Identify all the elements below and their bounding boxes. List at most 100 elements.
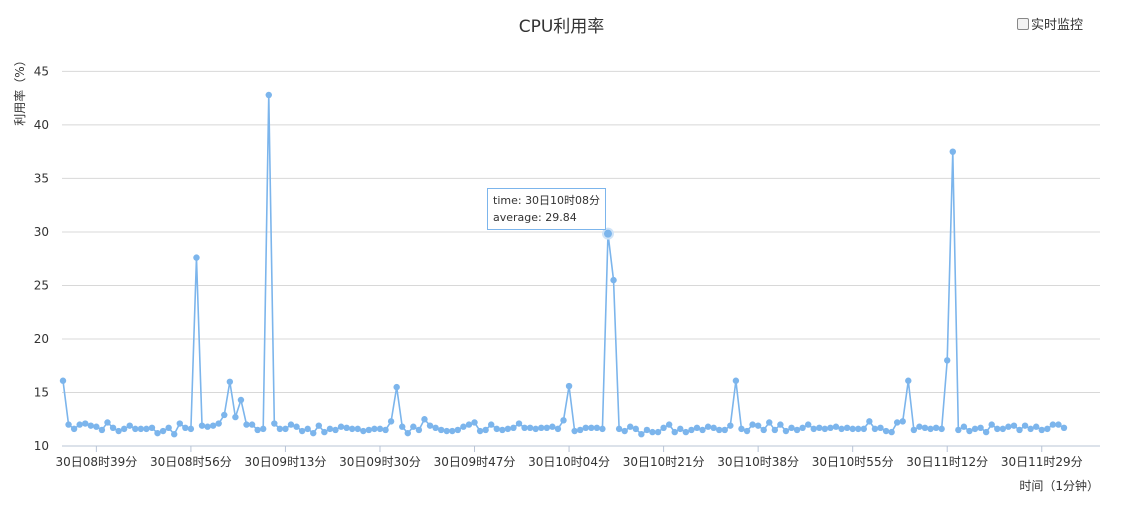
data-point-45 — [310, 429, 317, 437]
data-point-81 — [510, 424, 517, 432]
data-point-78 — [493, 425, 500, 433]
data-point-150 — [893, 419, 901, 426]
data-point-17 — [154, 429, 161, 437]
data-point-111 — [677, 425, 684, 433]
data-tooltip: time: 30日10时08分 average: 29.84 — [487, 188, 607, 230]
data-point-56 — [371, 425, 378, 433]
x-tick-label-6: 30日10时21分 — [623, 455, 705, 469]
data-point-161 — [955, 426, 962, 434]
data-point-75 — [476, 427, 484, 435]
data-point-50 — [337, 423, 345, 430]
data-point-68 — [437, 426, 445, 434]
grid-lines — [62, 70, 1100, 393]
data-point-168 — [994, 425, 1001, 433]
data-point-92 — [571, 427, 578, 435]
data-point-83 — [521, 424, 528, 432]
data-point-66 — [426, 422, 434, 429]
data-point-69 — [443, 427, 450, 435]
data-point-2 — [70, 425, 78, 433]
highlighted-point — [601, 227, 614, 240]
data-point-169 — [999, 425, 1007, 433]
data-point-156 — [927, 425, 934, 433]
data-point-30 — [226, 378, 234, 385]
data-point-19 — [165, 424, 172, 432]
data-point-114 — [693, 424, 701, 432]
data-point-165 — [977, 424, 984, 432]
data-point-37 — [265, 91, 272, 99]
data-point-52 — [348, 425, 356, 433]
data-point-102 — [627, 423, 634, 430]
data-point-142 — [849, 425, 856, 433]
data-point-122 — [738, 425, 745, 433]
data-point-166 — [982, 428, 990, 436]
data-point-104 — [638, 431, 645, 438]
data-point-113 — [688, 426, 695, 434]
x-tick-label-8: 30日10时55分 — [812, 455, 894, 469]
data-point-84 — [526, 424, 534, 432]
data-point-167 — [988, 421, 995, 428]
data-point-127 — [766, 419, 773, 426]
data-point-60 — [393, 383, 400, 391]
data-point-26 — [204, 423, 211, 430]
data-point-14 — [137, 425, 145, 433]
data-point-41 — [287, 421, 295, 428]
data-point-25 — [198, 422, 206, 429]
data-point-12 — [126, 422, 133, 429]
data-point-141 — [843, 424, 851, 432]
data-point-132 — [793, 426, 801, 434]
chart-title: CPU利用率 — [518, 17, 605, 37]
data-point-27 — [209, 422, 217, 429]
data-point-164 — [971, 425, 979, 433]
data-point-154 — [916, 423, 923, 430]
data-point-67 — [432, 424, 439, 432]
data-point-97 — [599, 425, 606, 433]
y-axis-ticks: 10 15 20 25 30 35 40 45 — [34, 64, 49, 453]
data-point-151 — [899, 418, 906, 425]
data-point-82 — [515, 420, 523, 427]
data-point-121 — [732, 377, 740, 384]
tooltip-time-prefix: time: — [493, 194, 526, 207]
y-tick-label-25: 25 — [34, 278, 49, 292]
data-point-119 — [721, 426, 728, 434]
y-tick-label-30: 30 — [34, 225, 49, 239]
data-point-135 — [810, 425, 817, 433]
data-point-31 — [232, 413, 239, 421]
data-point-157 — [932, 424, 940, 432]
x-tick-label-10: 30日11时29分 — [1001, 455, 1083, 469]
data-point-143 — [855, 425, 862, 433]
x-axis-label: 时间（1分钟） — [1019, 478, 1099, 493]
data-point-77 — [488, 421, 495, 428]
data-point-63 — [410, 423, 417, 430]
x-tick-label-7: 30日10时38分 — [717, 455, 799, 469]
data-point-152 — [905, 377, 912, 384]
data-point-44 — [304, 425, 311, 433]
series-line — [62, 94, 1065, 436]
data-point-90 — [560, 417, 567, 424]
data-point-179 — [1055, 421, 1062, 428]
data-point-136 — [816, 424, 823, 432]
data-point-173 — [1021, 422, 1029, 429]
data-point-88 — [549, 423, 556, 430]
data-point-51 — [343, 424, 350, 432]
data-point-21 — [176, 420, 183, 427]
data-point-28 — [215, 420, 222, 427]
data-point-16 — [148, 424, 156, 432]
data-point-120 — [727, 422, 734, 429]
realtime-monitor-toggle[interactable]: 实时监控 — [1016, 14, 1083, 33]
data-point-64 — [415, 426, 423, 434]
data-point-10 — [115, 427, 122, 435]
data-point-123 — [743, 427, 751, 435]
realtime-checkbox[interactable] — [1016, 17, 1029, 30]
data-point-105 — [643, 426, 651, 434]
data-point-139 — [832, 423, 840, 430]
data-point-180 — [1060, 424, 1068, 432]
data-point-58 — [382, 426, 389, 434]
data-point-47 — [321, 428, 328, 436]
data-point-71 — [454, 426, 462, 434]
data-point-35 — [254, 426, 261, 434]
data-point-112 — [682, 428, 690, 436]
data-point-134 — [804, 421, 812, 428]
data-point-130 — [782, 427, 790, 435]
data-point-86 — [538, 424, 545, 432]
